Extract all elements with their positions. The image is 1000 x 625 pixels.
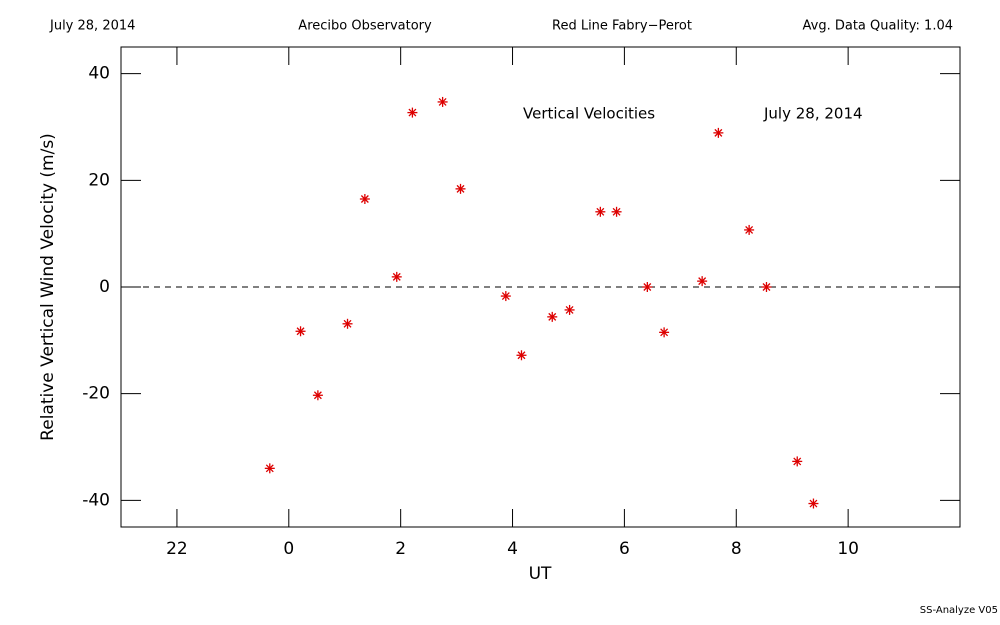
annotation: Vertical Velocities <box>523 105 655 123</box>
annotation: July 28, 2014 <box>763 105 863 123</box>
y-tick-label: 0 <box>99 277 110 297</box>
data-point <box>642 282 653 292</box>
marker-stroke <box>408 108 417 117</box>
y-tick-label: -20 <box>82 384 110 404</box>
data-point <box>516 350 527 361</box>
data-point <box>744 224 755 235</box>
data-point <box>611 206 622 217</box>
marker-stroke <box>501 292 510 301</box>
data-point <box>295 326 306 337</box>
header-site: Arecibo Observatory <box>298 19 432 34</box>
data-point <box>264 463 275 474</box>
data-point <box>808 498 819 509</box>
marker-stroke <box>265 464 274 473</box>
data-point <box>391 271 402 282</box>
x-tick-label: 6 <box>619 539 630 559</box>
data-point <box>595 206 606 217</box>
data-point <box>547 311 558 322</box>
y-tick-label: 20 <box>88 170 110 190</box>
marker-stroke <box>714 128 723 137</box>
header-date: July 28, 2014 <box>49 19 135 34</box>
data-point <box>659 327 670 338</box>
marker-stroke <box>745 225 754 234</box>
marker-stroke <box>596 207 605 216</box>
data-point <box>697 276 708 287</box>
x-tick-label: 0 <box>283 539 294 559</box>
data-point <box>761 282 772 292</box>
data-point <box>713 127 724 138</box>
marker-stroke <box>565 305 574 314</box>
marker-stroke <box>438 97 447 106</box>
x-tick-label: 2 <box>395 539 406 559</box>
x-tick-label: 8 <box>731 539 742 559</box>
marker-stroke <box>343 319 352 328</box>
x-tick-label: 10 <box>837 539 859 559</box>
marker-stroke <box>809 499 818 508</box>
marker-stroke <box>313 391 322 400</box>
marker-stroke <box>660 328 669 337</box>
data-point <box>359 194 370 204</box>
footer: SS-Analyze V05 <box>920 605 998 616</box>
marker-stroke <box>392 272 401 281</box>
x-tick-label: 22 <box>166 539 188 559</box>
y-tick-label: -40 <box>82 490 110 510</box>
y-tick-label: 40 <box>88 64 110 84</box>
data-point <box>312 390 323 401</box>
marker-stroke <box>548 312 557 321</box>
marker-stroke <box>517 351 526 360</box>
x-axis-label: UT <box>529 564 552 584</box>
marker-stroke <box>612 207 621 216</box>
marker-stroke <box>762 283 771 291</box>
data-point <box>500 291 511 302</box>
marker-stroke <box>360 195 369 203</box>
data-point <box>455 183 466 194</box>
marker-stroke <box>793 457 802 466</box>
x-tick-label: 4 <box>507 539 518 559</box>
data-point <box>407 107 418 118</box>
header-quality: Avg. Data Quality: 1.04 <box>803 19 953 34</box>
marker-stroke <box>456 184 465 193</box>
marker-stroke <box>643 283 652 291</box>
marker-stroke <box>296 327 305 336</box>
header-instrument: Red Line Fabry−Perot <box>552 19 692 34</box>
data-point <box>437 96 448 107</box>
data-point <box>792 456 803 467</box>
data-point <box>564 304 575 315</box>
data-point <box>342 318 353 329</box>
marker-stroke <box>698 277 707 286</box>
y-axis-label: Relative Vertical Wind Velocity (m/s) <box>38 133 58 441</box>
